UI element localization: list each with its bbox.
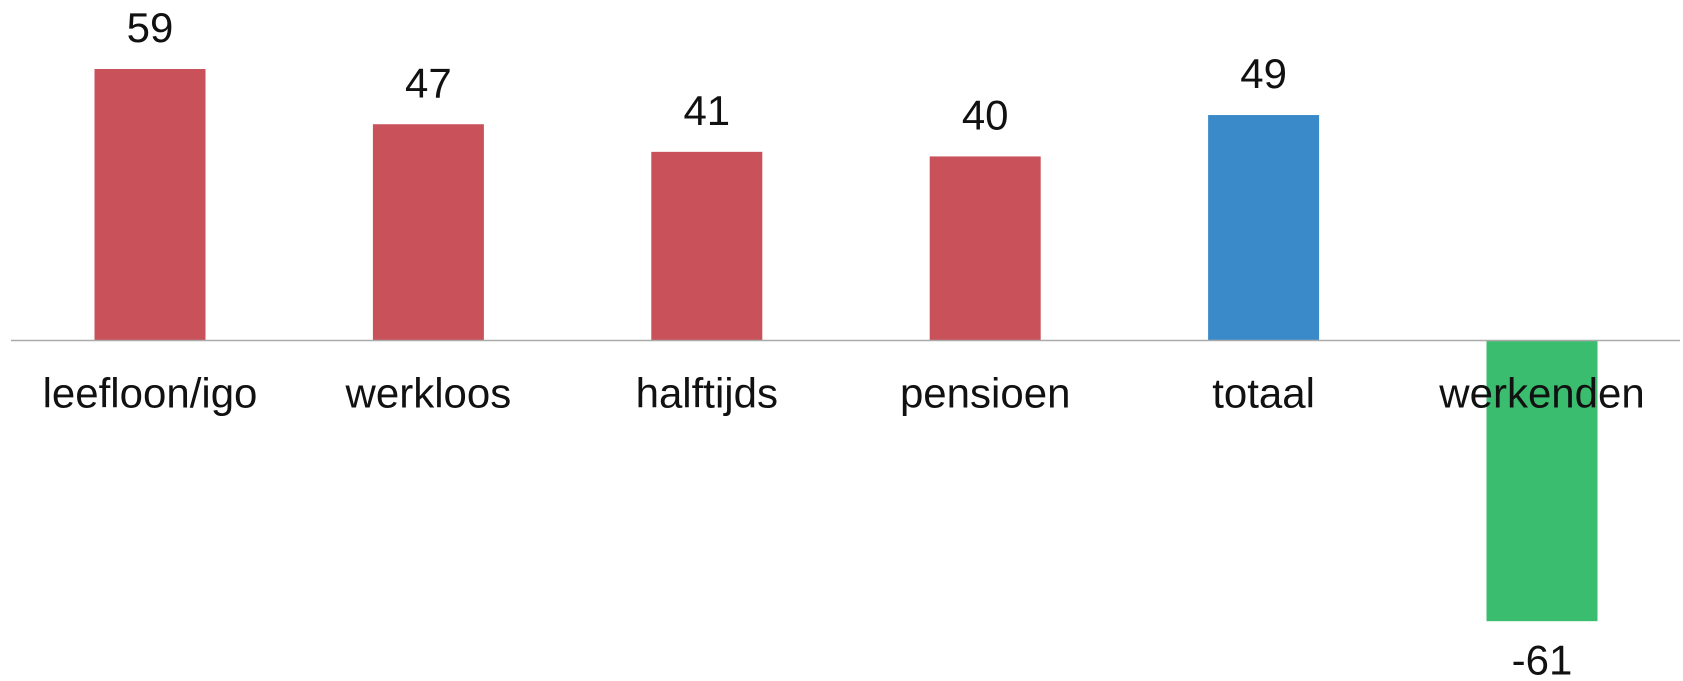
x-tick-label: totaal xyxy=(1212,370,1315,417)
bar xyxy=(651,151,763,341)
value-label: 40 xyxy=(962,92,1009,139)
bar xyxy=(1208,115,1320,341)
value-label: 47 xyxy=(405,59,452,106)
x-tick-label: halftijds xyxy=(636,370,778,417)
x-tick-label: leefloon/igo xyxy=(43,370,258,417)
bar xyxy=(1486,340,1598,622)
bar xyxy=(94,69,206,341)
x-tick-label: pensioen xyxy=(900,370,1070,417)
value-label: 59 xyxy=(127,4,174,51)
x-tick-label: werkenden xyxy=(1438,370,1644,417)
bar xyxy=(929,156,1041,341)
value-label: 49 xyxy=(1240,50,1287,97)
value-label: 41 xyxy=(683,87,730,134)
bar xyxy=(372,124,484,341)
x-tick-label: werkloos xyxy=(345,370,512,417)
value-label: -61 xyxy=(1512,636,1573,681)
